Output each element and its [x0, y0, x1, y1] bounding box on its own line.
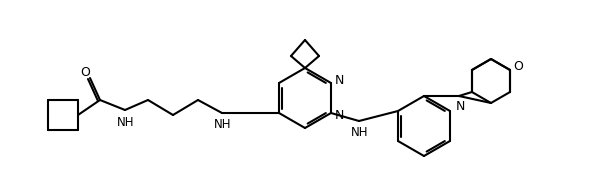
Text: N: N [334, 108, 344, 121]
Text: NH: NH [117, 115, 135, 129]
Text: N: N [334, 74, 344, 87]
Text: O: O [80, 65, 90, 79]
Text: O: O [513, 59, 523, 73]
Text: NH: NH [214, 118, 232, 131]
Text: N: N [455, 99, 464, 112]
Text: NH: NH [351, 127, 369, 139]
